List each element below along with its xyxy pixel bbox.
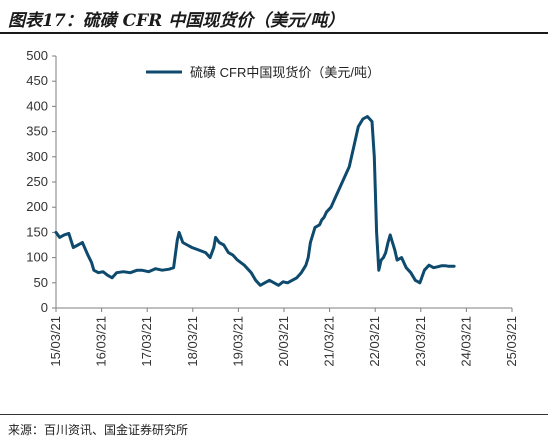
- y-tick-label: 450: [26, 73, 48, 88]
- y-tick-label: 350: [26, 124, 48, 139]
- y-tick-label: 400: [26, 98, 48, 113]
- legend-label: 硫磺 CFR中国现货价（美元/吨）: [190, 65, 380, 80]
- chart-title: 图表17：硫磺 CFR 中国现货价（美元/吨）: [8, 11, 345, 31]
- x-tick-label: 15/03/21: [48, 316, 63, 367]
- y-tick-label: 250: [26, 174, 48, 189]
- y-tick-label: 50: [34, 275, 48, 290]
- x-tick-label: 20/03/21: [276, 316, 291, 367]
- y-ticks: 0 50 100 150 200 250 300 350 400 450 500: [26, 48, 56, 315]
- y-tick-label: 100: [26, 250, 48, 265]
- x-tick-label: 22/03/21: [367, 316, 382, 367]
- x-tick-label: 24/03/21: [458, 316, 473, 367]
- y-tick-label: 500: [26, 48, 48, 63]
- x-tick-label: 21/03/21: [322, 316, 337, 367]
- legend: 硫磺 CFR中国现货价（美元/吨）: [146, 65, 380, 80]
- title-divider: [0, 32, 548, 34]
- x-tick-label: 25/03/21: [504, 316, 519, 367]
- x-tick-label: 19/03/21: [230, 316, 245, 367]
- y-tick-label: 300: [26, 149, 48, 164]
- x-tick-label: 23/03/21: [413, 316, 428, 367]
- y-tick-label: 0: [41, 300, 48, 315]
- y-tick-label: 150: [26, 224, 48, 239]
- y-tick-label: 200: [26, 199, 48, 214]
- series-line: [54, 115, 456, 287]
- x-tick-label: 18/03/21: [185, 316, 200, 367]
- x-ticks: 15/03/21 16/03/21 17/03/21 18/03/21 19/03/21…: [48, 308, 519, 367]
- footer-divider: [0, 414, 548, 415]
- source-note: 来源：百川资讯、国金证券研究所: [8, 423, 189, 437]
- x-tick-label: 16/03/21: [94, 316, 109, 367]
- x-tick-label: 17/03/21: [139, 316, 154, 367]
